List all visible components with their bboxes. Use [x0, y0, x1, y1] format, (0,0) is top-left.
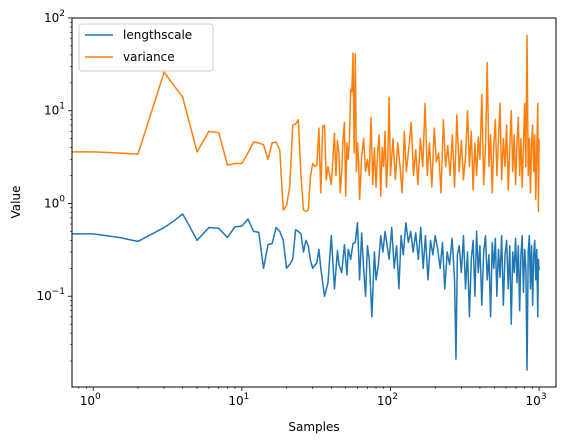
- x-tick-label: 103: [526, 392, 547, 408]
- x-tick-label: 100: [80, 392, 101, 408]
- legend-label-lengthscale: lengthscale: [123, 28, 192, 42]
- x-axis: 100 101 102 103: [78, 387, 547, 408]
- series-line-lengthscale: [72, 213, 540, 371]
- legend-label-variance: variance: [123, 50, 175, 64]
- y-tick-label: 100: [44, 194, 65, 210]
- plot-area: [71, 17, 557, 388]
- series-line-variance: [72, 34, 540, 213]
- x-axis-label: Samples: [288, 420, 339, 434]
- y-tick-label: 102: [44, 9, 65, 25]
- x-tick-label: 101: [228, 392, 249, 408]
- plot-frame: [71, 17, 557, 388]
- legend: lengthscale variance: [78, 23, 214, 72]
- y-tick-label: 101: [44, 102, 65, 118]
- series-layer: [72, 34, 540, 371]
- y-axis-label: Value: [9, 186, 23, 219]
- x-tick-label: 102: [377, 392, 398, 408]
- y-tick-label: 10−1: [36, 287, 65, 303]
- y-axis: 10−1 100 101 102: [36, 9, 72, 362]
